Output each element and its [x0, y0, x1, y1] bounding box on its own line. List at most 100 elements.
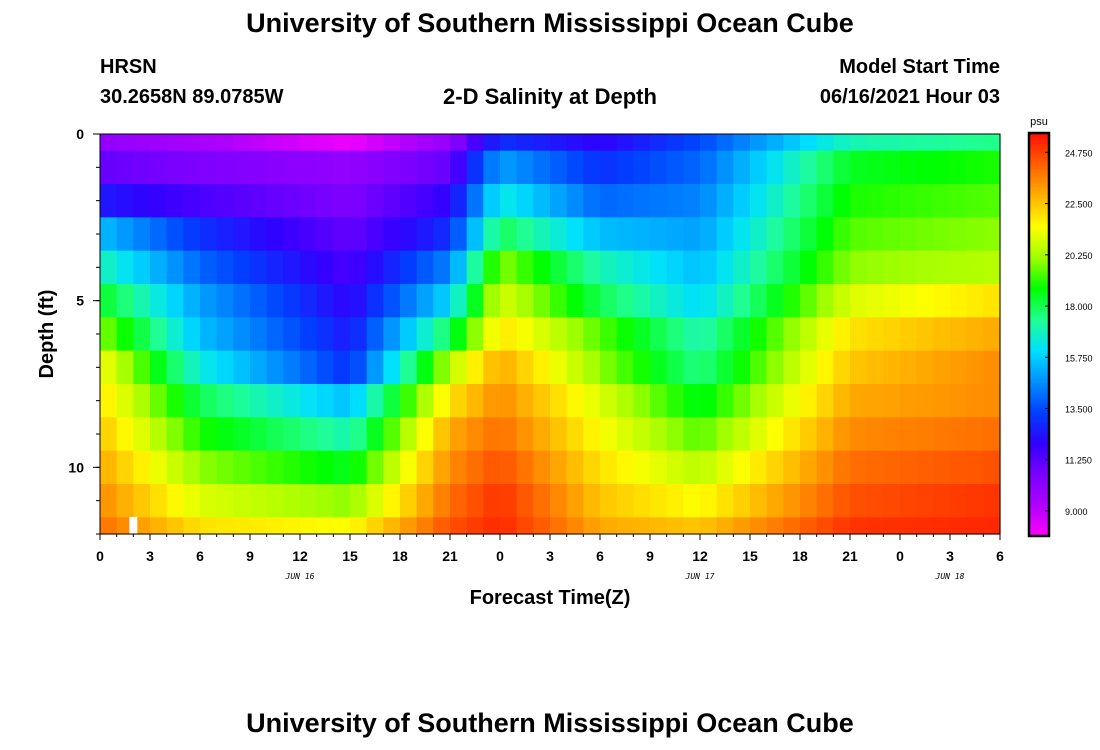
heat-cell [150, 517, 168, 535]
heat-cell [733, 134, 751, 152]
heat-cell [833, 417, 851, 452]
heat-cell [966, 217, 984, 252]
heat-cell [466, 250, 484, 285]
heat-cell [266, 184, 284, 218]
heat-cell [483, 217, 501, 252]
heat-cell [350, 450, 368, 485]
heat-cell [850, 250, 868, 285]
x-tick-label: 18 [392, 548, 408, 564]
heat-cell [833, 150, 851, 185]
page-title: University of Southern Mississippi Ocean… [246, 8, 854, 38]
heat-cell [416, 134, 434, 152]
heat-cell [683, 250, 701, 285]
heat-cell [550, 350, 568, 385]
heat-cell [333, 417, 351, 452]
heat-cell [116, 134, 134, 152]
x-tick-label: 21 [442, 548, 458, 564]
colorbar-swatch [1029, 329, 1049, 333]
heat-cell [233, 250, 251, 285]
colorbar-swatch [1029, 190, 1049, 195]
station-id: HRSN [100, 56, 157, 78]
model-start-label: Model Start Time [839, 56, 1000, 78]
colorbar-swatch [1029, 216, 1049, 220]
colorbar-swatch [1029, 425, 1049, 429]
heat-cell [366, 134, 384, 152]
heat-cell [783, 217, 801, 252]
heat-cell [450, 484, 468, 518]
heat-cell [166, 450, 184, 485]
heat-cell [583, 284, 601, 318]
colorbar-swatch [1029, 316, 1049, 320]
heat-cell [983, 217, 1001, 252]
heat-cell [733, 284, 751, 318]
heat-cell [300, 517, 318, 535]
heat-cell [933, 217, 951, 252]
heat-cell [816, 384, 834, 418]
heat-cell [633, 150, 651, 185]
colorbar-swatch [1029, 367, 1049, 371]
heat-cell [216, 150, 234, 185]
colorbar-swatch [1029, 483, 1049, 487]
heat-cell [550, 134, 568, 152]
heat-cell [750, 317, 768, 352]
heat-cell [816, 317, 834, 352]
colorbar-swatch [1029, 185, 1049, 190]
colorbar-frame [1027, 131, 1051, 538]
heat-cell [216, 417, 234, 452]
heat-cell [316, 417, 334, 452]
heat-cell [916, 284, 934, 318]
heat-cell [466, 417, 484, 452]
heat-cell [950, 217, 968, 252]
heat-cell [866, 284, 884, 318]
heat-cell [366, 517, 384, 535]
heat-cell [400, 417, 418, 452]
colorbar-swatch [1029, 311, 1049, 315]
heat-cell [483, 450, 501, 485]
heat-cell [650, 134, 668, 152]
heat-cell [166, 417, 184, 452]
heat-cell [800, 184, 818, 218]
heat-cell [816, 517, 834, 535]
heat-cell [183, 384, 201, 418]
heat-cell [616, 250, 634, 285]
heat-cell [400, 284, 418, 318]
heat-cell [716, 250, 734, 285]
colorbar-swatch [1029, 447, 1049, 451]
heat-cell [700, 417, 718, 452]
heat-cell [283, 250, 301, 285]
colorbar-swatch [1029, 253, 1049, 258]
heat-cell [650, 450, 668, 485]
colorbar-swatch [1029, 525, 1049, 530]
heat-cell [633, 417, 651, 452]
heat-cell [600, 484, 618, 518]
heat-cell [466, 350, 484, 385]
heat-cell [700, 184, 718, 218]
heat-cell [450, 134, 468, 152]
heat-cell [200, 134, 218, 152]
heat-cell [516, 350, 534, 385]
heat-cell [666, 517, 684, 535]
heat-cell [450, 284, 468, 318]
heat-cell [333, 284, 351, 318]
heat-cell [250, 317, 268, 352]
heat-cell [216, 384, 234, 418]
heat-cell [633, 250, 651, 285]
heat-cell [650, 217, 668, 252]
colorbar-tick-label: 24.750 [1065, 148, 1093, 158]
heat-cell [550, 484, 568, 518]
heat-cell [300, 450, 318, 485]
heat-cell [550, 217, 568, 252]
colorbar-swatch [1029, 148, 1049, 152]
heat-cell [516, 317, 534, 352]
heat-cell [483, 317, 501, 352]
heat-cell [250, 350, 268, 385]
heat-cell [266, 317, 284, 352]
heat-cell [716, 284, 734, 318]
heat-cell [183, 417, 201, 452]
heat-cell [866, 250, 884, 285]
heat-cell [766, 134, 784, 152]
heat-cell [250, 384, 268, 418]
heat-cell [833, 517, 851, 535]
heat-cell [233, 417, 251, 452]
heat-cell [466, 284, 484, 318]
